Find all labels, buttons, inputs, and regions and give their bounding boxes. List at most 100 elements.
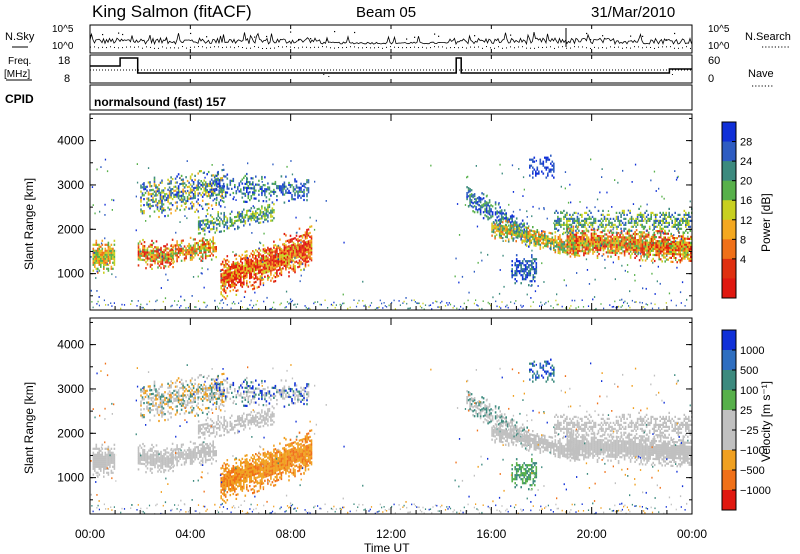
range-gate-cell [157, 262, 159, 265]
range-gate-cell [428, 304, 430, 307]
range-gate-cell [152, 196, 154, 199]
range-gate-cell [671, 240, 674, 244]
range-gate-cell [203, 223, 206, 226]
range-gate-cell [642, 215, 645, 218]
range-gate-cell [304, 235, 307, 238]
range-gate-cell [603, 229, 606, 232]
range-gate-cell [265, 196, 268, 199]
range-gate-cell [267, 258, 269, 261]
range-gate-cell [563, 243, 566, 246]
range-gate-cell [575, 237, 578, 240]
nsearch-point [386, 46, 387, 48]
range-gate-cell [270, 251, 272, 254]
range-gate-cell [204, 257, 207, 260]
range-gate-cell [141, 194, 144, 197]
range-gate-cell [177, 191, 180, 194]
range-gate-cell [512, 274, 515, 277]
range-gate-cell [234, 270, 236, 273]
nave-point [327, 69, 328, 71]
range-gate-cell [388, 304, 390, 307]
range-gate-cell [514, 264, 516, 267]
range-gate-cell [234, 272, 236, 275]
range-gate-cell [306, 244, 308, 248]
range-gate-cell [659, 258, 662, 261]
nave-point [111, 69, 112, 71]
range-gate-cell [169, 263, 171, 266]
range-gate-cell [286, 253, 289, 256]
range-gate-cell [200, 184, 202, 187]
range-gate-cell [221, 193, 223, 196]
range-gate-cell [207, 250, 210, 253]
range-gate-cell [174, 250, 177, 253]
range-gate-cell [163, 251, 165, 254]
range-gate-cell [191, 250, 193, 253]
range-gate-cell [219, 195, 222, 198]
range-gate-cell [238, 184, 241, 187]
range-gate-cell [274, 248, 277, 251]
range-gate-cell [226, 295, 229, 298]
range-gate-cell [143, 188, 145, 191]
range-gate-cell [268, 260, 271, 263]
range-gate-cell [294, 178, 296, 181]
range-gate-cell [151, 249, 153, 252]
range-gate-cell [291, 256, 293, 259]
range-gate-cell [267, 246, 269, 249]
range-gate-cell [148, 300, 151, 303]
range-gate-cell [276, 273, 278, 276]
range-gate-cell [550, 240, 552, 243]
range-gate-cell [244, 174, 247, 177]
range-gate-cell [607, 251, 609, 254]
range-gate-cell [488, 205, 491, 208]
range-gate-cell [544, 236, 546, 239]
range-gate-cell [224, 193, 227, 196]
range-gate-cell [295, 260, 298, 263]
nave-point [198, 69, 199, 71]
range-gate-cell [600, 217, 603, 220]
range-gate-cell [613, 243, 615, 246]
range-gate-cell [641, 223, 643, 226]
range-gate-cell [232, 179, 235, 183]
range-gate-cell [252, 266, 254, 269]
range-gate-cell [539, 233, 542, 236]
range-gate-cell [161, 250, 164, 254]
range-gate-cell [180, 174, 183, 177]
range-gate-cell [201, 241, 204, 244]
range-gate-cell [507, 240, 510, 243]
range-gate-cell [411, 299, 413, 302]
range-gate-cell [273, 260, 275, 263]
range-gate-cell [667, 238, 669, 241]
range-gate-cell [429, 304, 432, 306]
range-gate-cell [520, 262, 522, 265]
range-gate-cell [255, 303, 257, 306]
nsearch-point [518, 46, 519, 48]
range-gate-cell [150, 195, 153, 198]
range-gate-cell [160, 246, 162, 249]
range-gate-cell [532, 276, 535, 279]
range-gate-cell [218, 180, 221, 184]
range-gate-cell [97, 257, 99, 260]
range-gate-cell [615, 231, 618, 234]
range-gate-cell [525, 236, 528, 239]
range-gate-cell [671, 221, 673, 224]
range-gate-cell [250, 217, 253, 220]
nave-point [522, 69, 523, 71]
range-gate-cell [264, 271, 266, 274]
range-gate-cell [668, 213, 670, 216]
range-gate-cell [515, 232, 517, 235]
range-gate-cell [298, 194, 301, 197]
range-gate-cell [475, 299, 477, 301]
range-gate-cell [602, 213, 604, 216]
range-gate-cell [534, 260, 536, 263]
nave-point [303, 69, 304, 71]
range-gate-cell [662, 242, 665, 245]
range-gate-cell [521, 223, 524, 226]
range-gate-cell [298, 188, 301, 191]
range-gate-cell [215, 246, 217, 249]
range-gate-cell [97, 243, 99, 246]
range-gate-cell [563, 251, 566, 254]
range-gate-cell [279, 252, 281, 255]
range-gate-cell [664, 244, 666, 247]
range-gate-cell [270, 219, 272, 222]
range-gate-cell [554, 227, 556, 230]
range-gate-cell [153, 182, 156, 185]
